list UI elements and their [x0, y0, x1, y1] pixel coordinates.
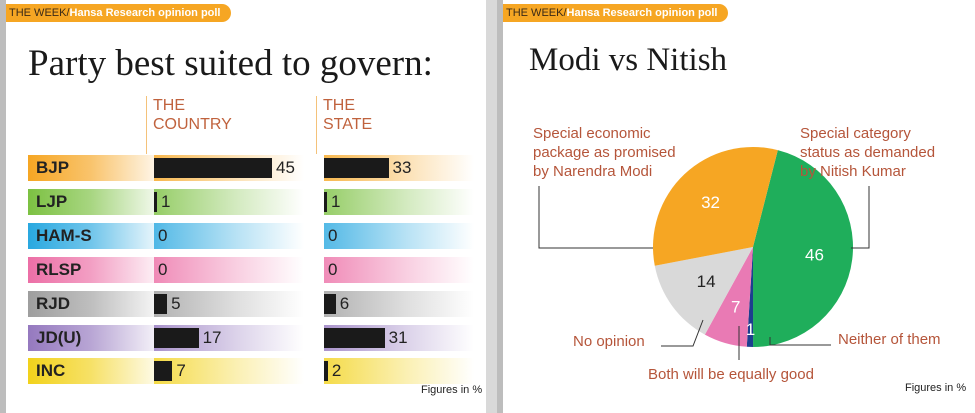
bar [324, 158, 389, 178]
bar-value-label: 0 [328, 260, 338, 279]
source-banner: THE WEEK/Hansa Research opinion poll [6, 4, 231, 22]
slice-label: by Narendra Modi [533, 163, 652, 180]
pie-slice [654, 247, 753, 335]
bar-value-label: 33 [392, 158, 412, 177]
party-chart-panel: THE WEEK/Hansa Research opinion poll Par… [0, 0, 486, 413]
bar-track: 7 [154, 358, 304, 384]
bar-track: 5 [154, 291, 304, 317]
banner-source: Hansa Research opinion poll [69, 7, 221, 19]
slice-value-label: 32 [701, 193, 720, 212]
bar-value-label: 45 [276, 158, 295, 177]
slice-label: by Nitish Kumar [800, 163, 906, 180]
pie-slice [746, 247, 754, 348]
chart-title: Party best suited to govern: [28, 43, 433, 84]
slice-value-label: 1 [746, 320, 755, 339]
pie-slice [653, 147, 778, 266]
chart-title: Modi vs Nitish [529, 42, 728, 78]
slice-label: package as promised [533, 144, 676, 161]
bar [324, 192, 327, 212]
slice-label: Special category [800, 125, 911, 142]
figures-note: Figures in % [421, 384, 483, 396]
leader-line [851, 186, 870, 249]
column-header-1: THE STATE [316, 96, 372, 154]
bar [324, 328, 385, 348]
category-label: RLSP [28, 257, 168, 283]
bar-value-label: 2 [331, 361, 342, 380]
bar-track: 45 [154, 155, 304, 181]
banner-prefix: THE WEEK/ [506, 7, 567, 19]
bar-track: 17 [154, 325, 304, 351]
category-label: BJP [28, 155, 168, 181]
bar-value-label: 6 [339, 294, 350, 313]
bar-track: 0 [324, 257, 474, 283]
bar-track: 0 [154, 223, 304, 249]
leader-line [661, 319, 704, 347]
bar-track: 1 [324, 189, 474, 215]
bar-track: 0 [154, 257, 304, 283]
bar-value-label: 1 [161, 192, 171, 211]
category-label: JD(U) [28, 325, 168, 351]
bar-value-label: 0 [158, 226, 168, 245]
bar-track: 0 [324, 223, 474, 249]
bar-value-label: 31 [388, 328, 408, 347]
pie-slice [753, 150, 853, 347]
category-label: RJD [28, 291, 168, 317]
slice-value-label: 7 [731, 298, 740, 317]
bar-value-label: 7 [176, 361, 186, 380]
slice-label: Neither of them [838, 331, 941, 348]
bar [154, 192, 157, 212]
bar-value-label: 17 [202, 328, 222, 347]
slice-label: No opinion [573, 333, 645, 350]
bar [154, 328, 199, 348]
bar [324, 294, 336, 314]
category-label: INC [28, 358, 168, 384]
bar-value-label: 0 [328, 226, 338, 245]
bar-value-label: 1 [331, 192, 341, 211]
bar-value-label: 5 [171, 294, 181, 313]
figures-note: Figures in % [905, 382, 967, 394]
bar [324, 361, 328, 381]
column-header-0: THE COUNTRY [146, 96, 232, 154]
slice-label: Special economic [533, 125, 651, 142]
bar-track: 1 [154, 189, 304, 215]
bar-value-label: 0 [158, 260, 168, 279]
bar-track: 31 [324, 325, 474, 351]
leader-line [769, 337, 831, 346]
slice-value-label: 14 [697, 272, 716, 291]
bar [154, 361, 173, 381]
slice-value-label: 46 [805, 246, 824, 265]
banner-source: Hansa Research opinion poll [566, 7, 718, 19]
bar-track: 6 [324, 291, 474, 317]
bar [154, 158, 272, 178]
category-label: LJP [28, 189, 168, 215]
slice-label: Both will be equally good [648, 366, 814, 383]
bar [154, 294, 168, 314]
pie-chart: 46 17 14 32 Special economic package as promi… [533, 125, 941, 383]
pie-chart-panel: THE WEEK/Hansa Research opinion poll Mod… [497, 0, 975, 413]
source-banner: THE WEEK/Hansa Research opinion poll [503, 4, 728, 22]
bar-track: 2 [324, 358, 474, 384]
leader-line [538, 186, 653, 249]
category-label: HAM-S [28, 223, 168, 249]
bar-track: 33 [324, 155, 474, 181]
pie-slice [704, 247, 753, 347]
banner-prefix: THE WEEK/ [9, 7, 70, 19]
slice-label: status as demanded [800, 144, 935, 161]
